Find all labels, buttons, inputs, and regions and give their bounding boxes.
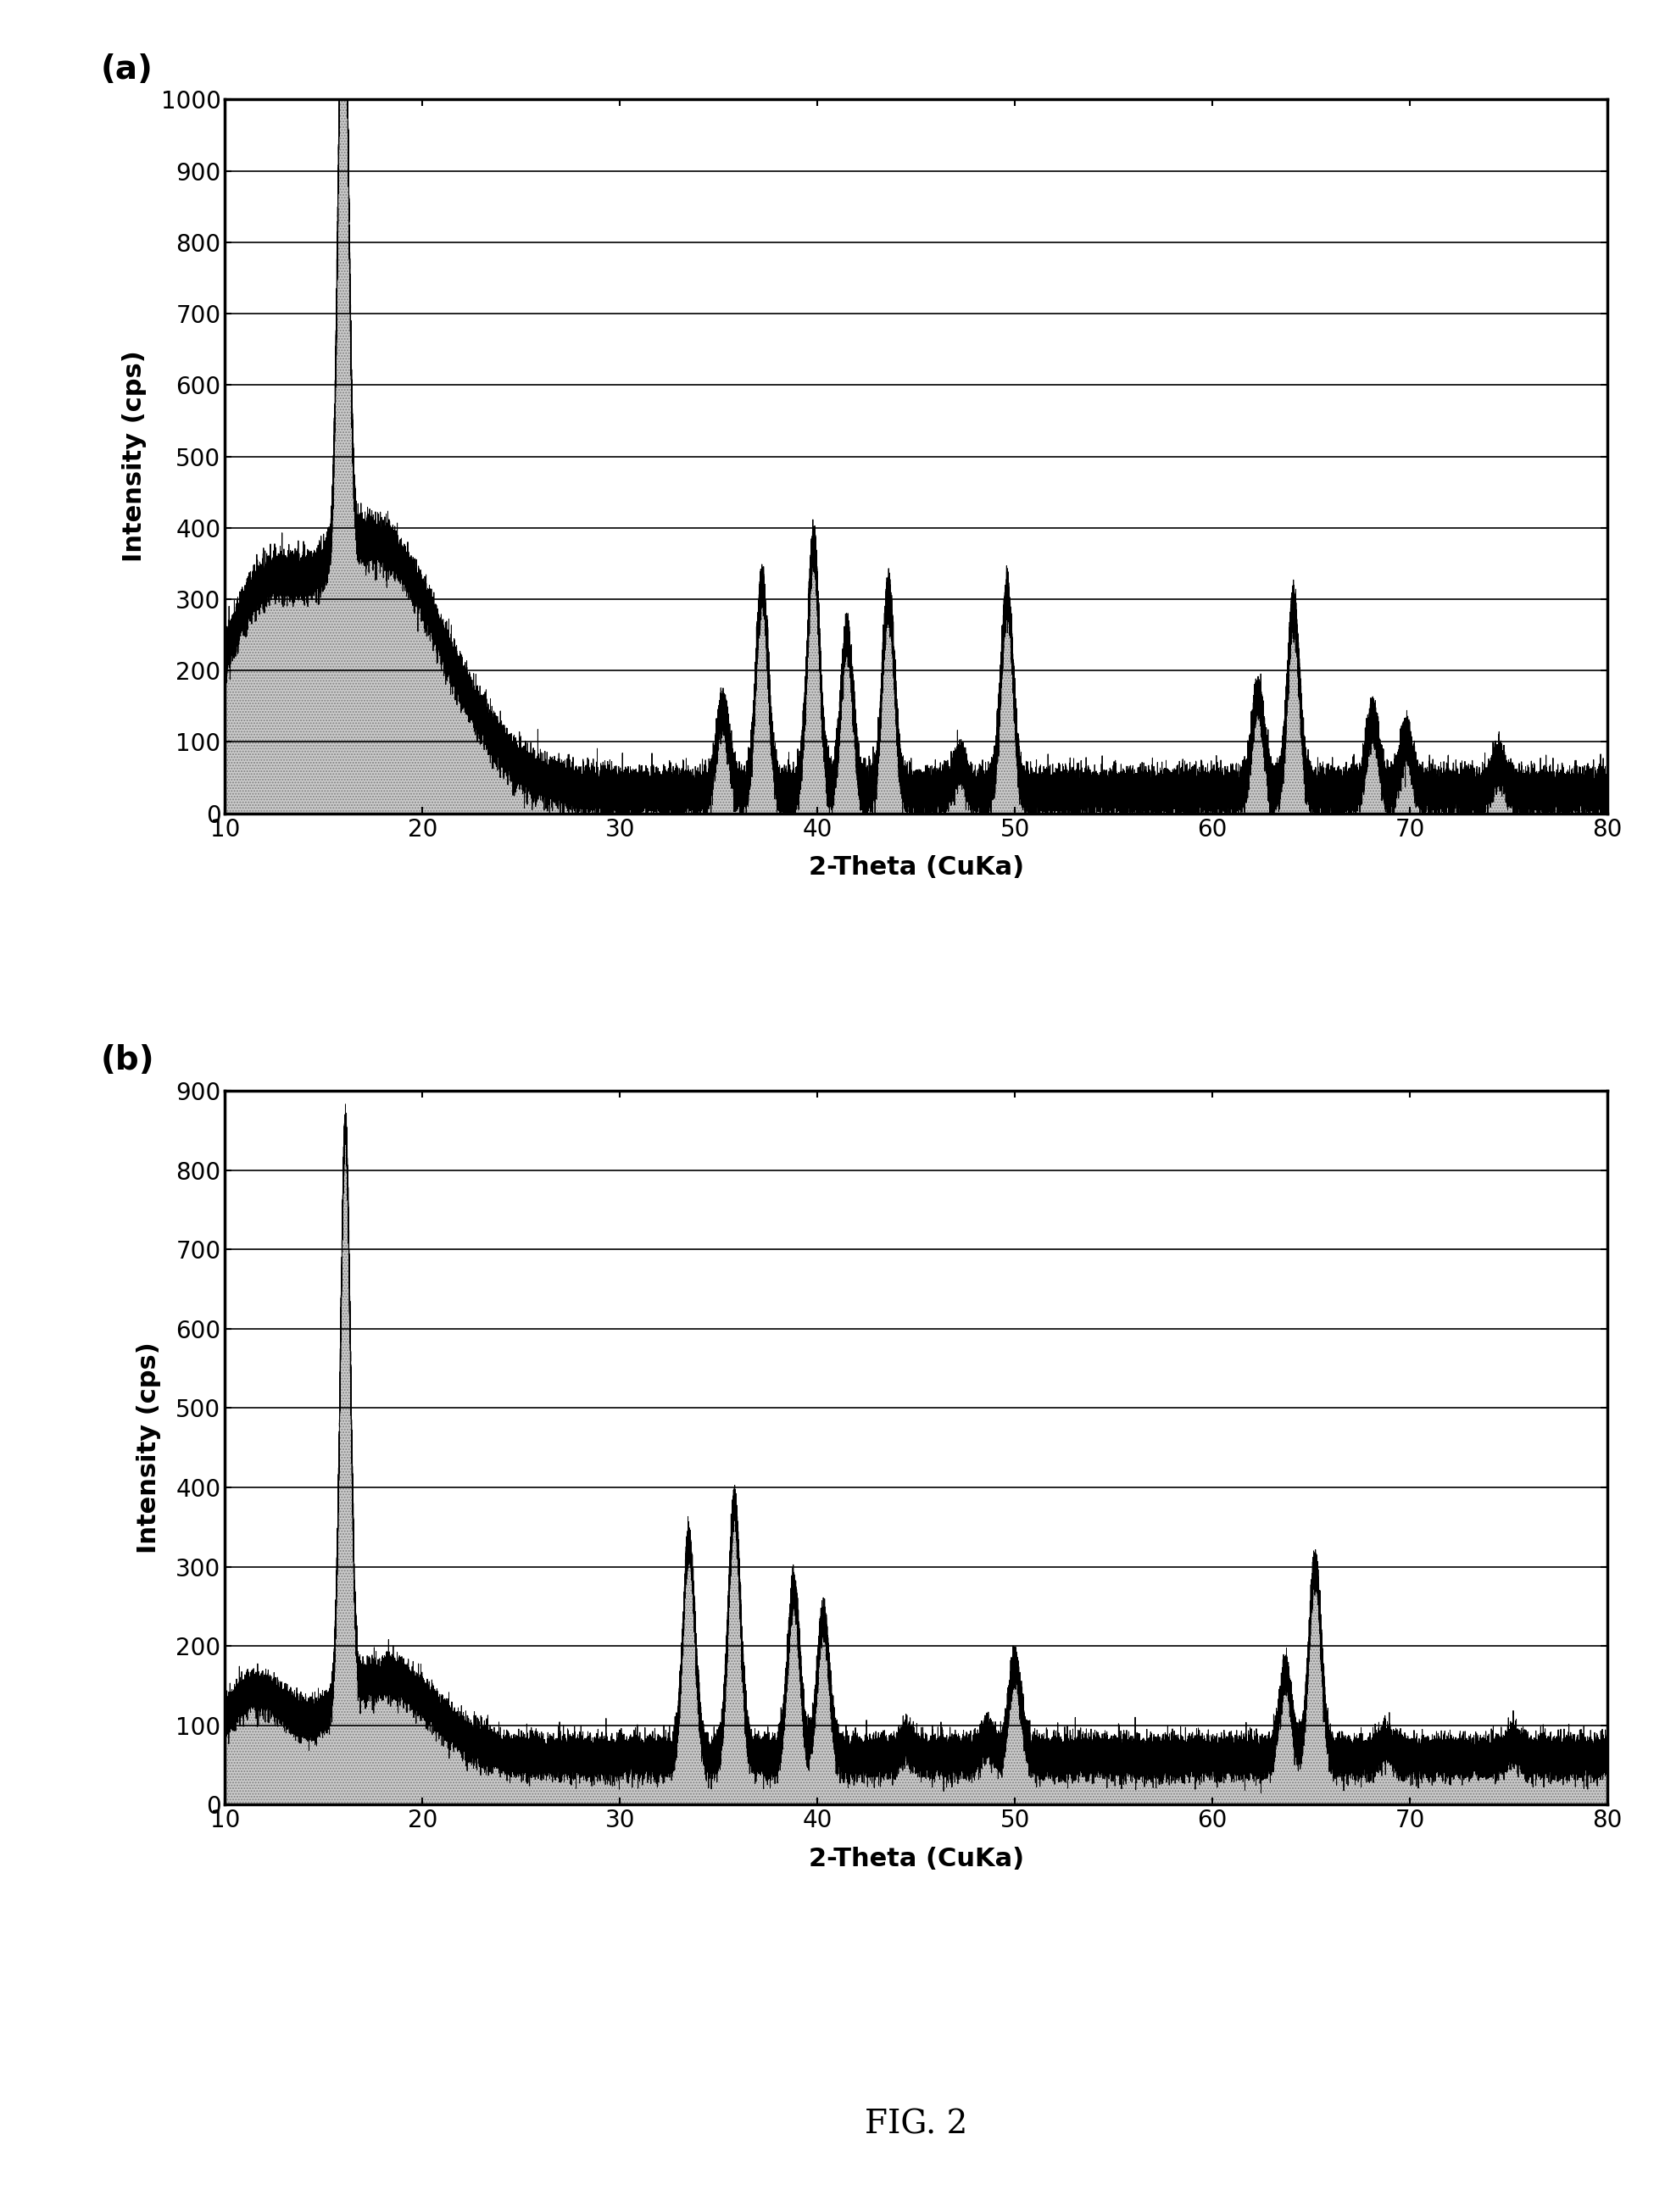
X-axis label: 2-Theta (CuKa): 2-Theta (CuKa) [808, 856, 1024, 880]
Text: FIG. 2: FIG. 2 [864, 2110, 967, 2141]
Y-axis label: Intensity (cps): Intensity (cps) [137, 1343, 162, 1553]
Text: (b): (b) [100, 1044, 155, 1077]
X-axis label: 2-Theta (CuKa): 2-Theta (CuKa) [808, 1847, 1024, 1871]
Text: (a): (a) [100, 53, 153, 86]
Y-axis label: Intensity (cps): Intensity (cps) [122, 352, 147, 562]
